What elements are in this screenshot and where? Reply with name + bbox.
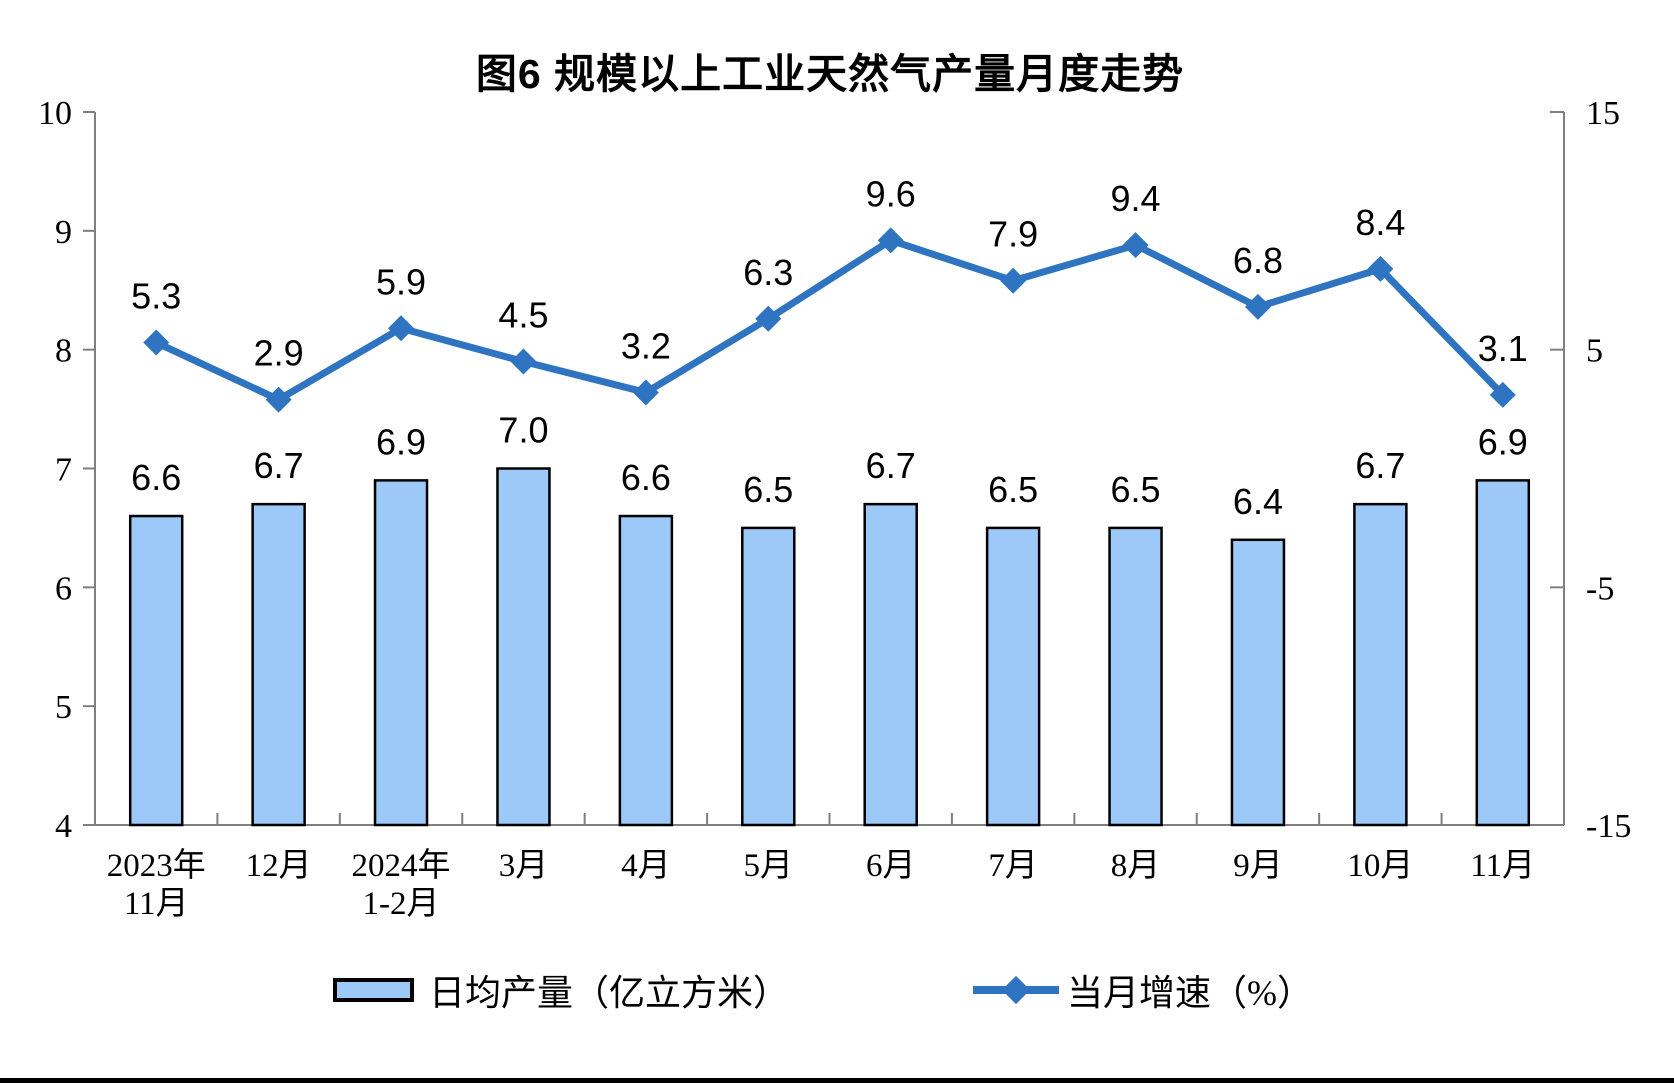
- bar-daily-output: [128, 514, 184, 827]
- growth-line-marker: [1000, 267, 1027, 294]
- bar-value-label: 6.6: [131, 457, 181, 498]
- line-value-label: 3.1: [1478, 328, 1528, 369]
- growth-line-marker: [1122, 232, 1149, 259]
- line-value-label: 6.8: [1233, 240, 1283, 281]
- growth-line-marker: [265, 386, 292, 413]
- x-category-label: 2023年 11月: [107, 847, 206, 922]
- bar-daily-output: [863, 502, 918, 827]
- x-category-label: 12月: [246, 848, 312, 884]
- bar-series-swatch: [333, 978, 414, 1002]
- bar-daily-output: [496, 467, 551, 827]
- legend-item-bar-series: 日均产量（亿立方米）: [333, 965, 789, 1015]
- legend-bar-label: 日均产量（亿立方米）: [429, 973, 790, 1013]
- left-axis-tick-label: 7: [55, 452, 72, 489]
- x-category-label: 8月: [1111, 848, 1161, 884]
- left-axis-tick-label: 5: [55, 689, 72, 726]
- bar-value-label: 6.4: [1233, 481, 1283, 522]
- line-value-label: 4.5: [498, 295, 548, 336]
- right-axis-tick-label: -5: [1586, 570, 1614, 607]
- bar-daily-output: [373, 479, 429, 827]
- line-value-label: 5.3: [131, 276, 181, 317]
- bar-daily-output: [985, 526, 1041, 827]
- chart-legend: 日均产量（亿立方米） 当月增速（%）: [0, 965, 1674, 1025]
- right-axis-tick-label: 5: [1586, 333, 1603, 370]
- legend-line-label: 当月增速（%）: [1067, 973, 1313, 1013]
- left-axis-tick-label: 10: [38, 95, 72, 132]
- line-value-label: 2.9: [254, 333, 304, 374]
- x-category-label: 5月: [744, 848, 794, 884]
- line-value-label: 3.2: [621, 325, 671, 366]
- bar-value-label: 6.7: [254, 445, 304, 486]
- bar-value-label: 6.7: [1355, 445, 1405, 486]
- line-value-label: 5.9: [376, 261, 426, 302]
- line-value-label: 6.3: [743, 252, 793, 293]
- bar-value-label: 6.9: [1478, 421, 1528, 462]
- bar-value-label: 6.9: [376, 421, 426, 462]
- bottom-divider: [0, 1078, 1674, 1083]
- growth-line-marker: [1489, 381, 1516, 408]
- growth-line-marker: [877, 227, 904, 254]
- growth-line-marker: [388, 315, 415, 342]
- left-axis-tick-label: 8: [55, 333, 72, 370]
- bar-daily-output: [1353, 502, 1408, 827]
- growth-line-marker: [143, 329, 170, 356]
- bar-value-label: 6.6: [621, 457, 671, 498]
- bar-value-label: 6.5: [1111, 469, 1161, 510]
- left-axis-tick-label: 6: [55, 570, 72, 607]
- bar-value-label: 6.5: [743, 469, 793, 510]
- x-category-label: 11月: [1470, 848, 1535, 884]
- legend-item-line-series: 当月增速（%）: [973, 965, 1313, 1015]
- bar-daily-output: [741, 526, 796, 827]
- x-category-label: 7月: [988, 848, 1038, 884]
- x-category-label: 6月: [866, 848, 916, 884]
- bar-daily-output: [1475, 479, 1531, 827]
- growth-line: [154, 236, 1506, 404]
- x-category-label: 2024年 1-2月: [352, 847, 451, 922]
- x-category-label: 9月: [1233, 848, 1283, 884]
- bar-daily-output: [1108, 526, 1163, 827]
- growth-line-marker: [755, 305, 782, 332]
- right-axis-tick-label: -15: [1586, 808, 1631, 845]
- bar-daily-output: [251, 502, 306, 827]
- bar-value-label: 6.7: [866, 445, 916, 486]
- line-series-swatch: [973, 975, 1059, 1005]
- bar-daily-output: [1230, 538, 1286, 827]
- line-value-label: 9.6: [866, 173, 916, 214]
- growth-line-marker: [632, 379, 659, 406]
- bar-daily-output: [618, 514, 674, 827]
- line-value-label: 7.9: [988, 214, 1038, 255]
- x-category-label: 4月: [621, 848, 671, 884]
- right-axis-tick-label: 15: [1586, 95, 1620, 132]
- left-axis-tick-label: 4: [55, 808, 72, 845]
- line-value-label: 9.4: [1111, 178, 1161, 219]
- chart-title: 图6 规模以上工业天然气产量月度走势: [475, 51, 1185, 97]
- x-category-label: 10月: [1347, 848, 1413, 884]
- left-axis-tick-label: 9: [55, 214, 72, 251]
- line-value-label: 8.4: [1355, 202, 1405, 243]
- line-marker-diamond-icon: [1001, 975, 1031, 1005]
- x-category-label: 3月: [499, 848, 549, 884]
- bar-value-label: 7.0: [498, 410, 548, 451]
- growth-line-marker: [510, 348, 537, 375]
- growth-line-marker: [1367, 255, 1394, 282]
- bar-value-label: 6.5: [988, 469, 1038, 510]
- growth-line-marker: [1244, 293, 1271, 320]
